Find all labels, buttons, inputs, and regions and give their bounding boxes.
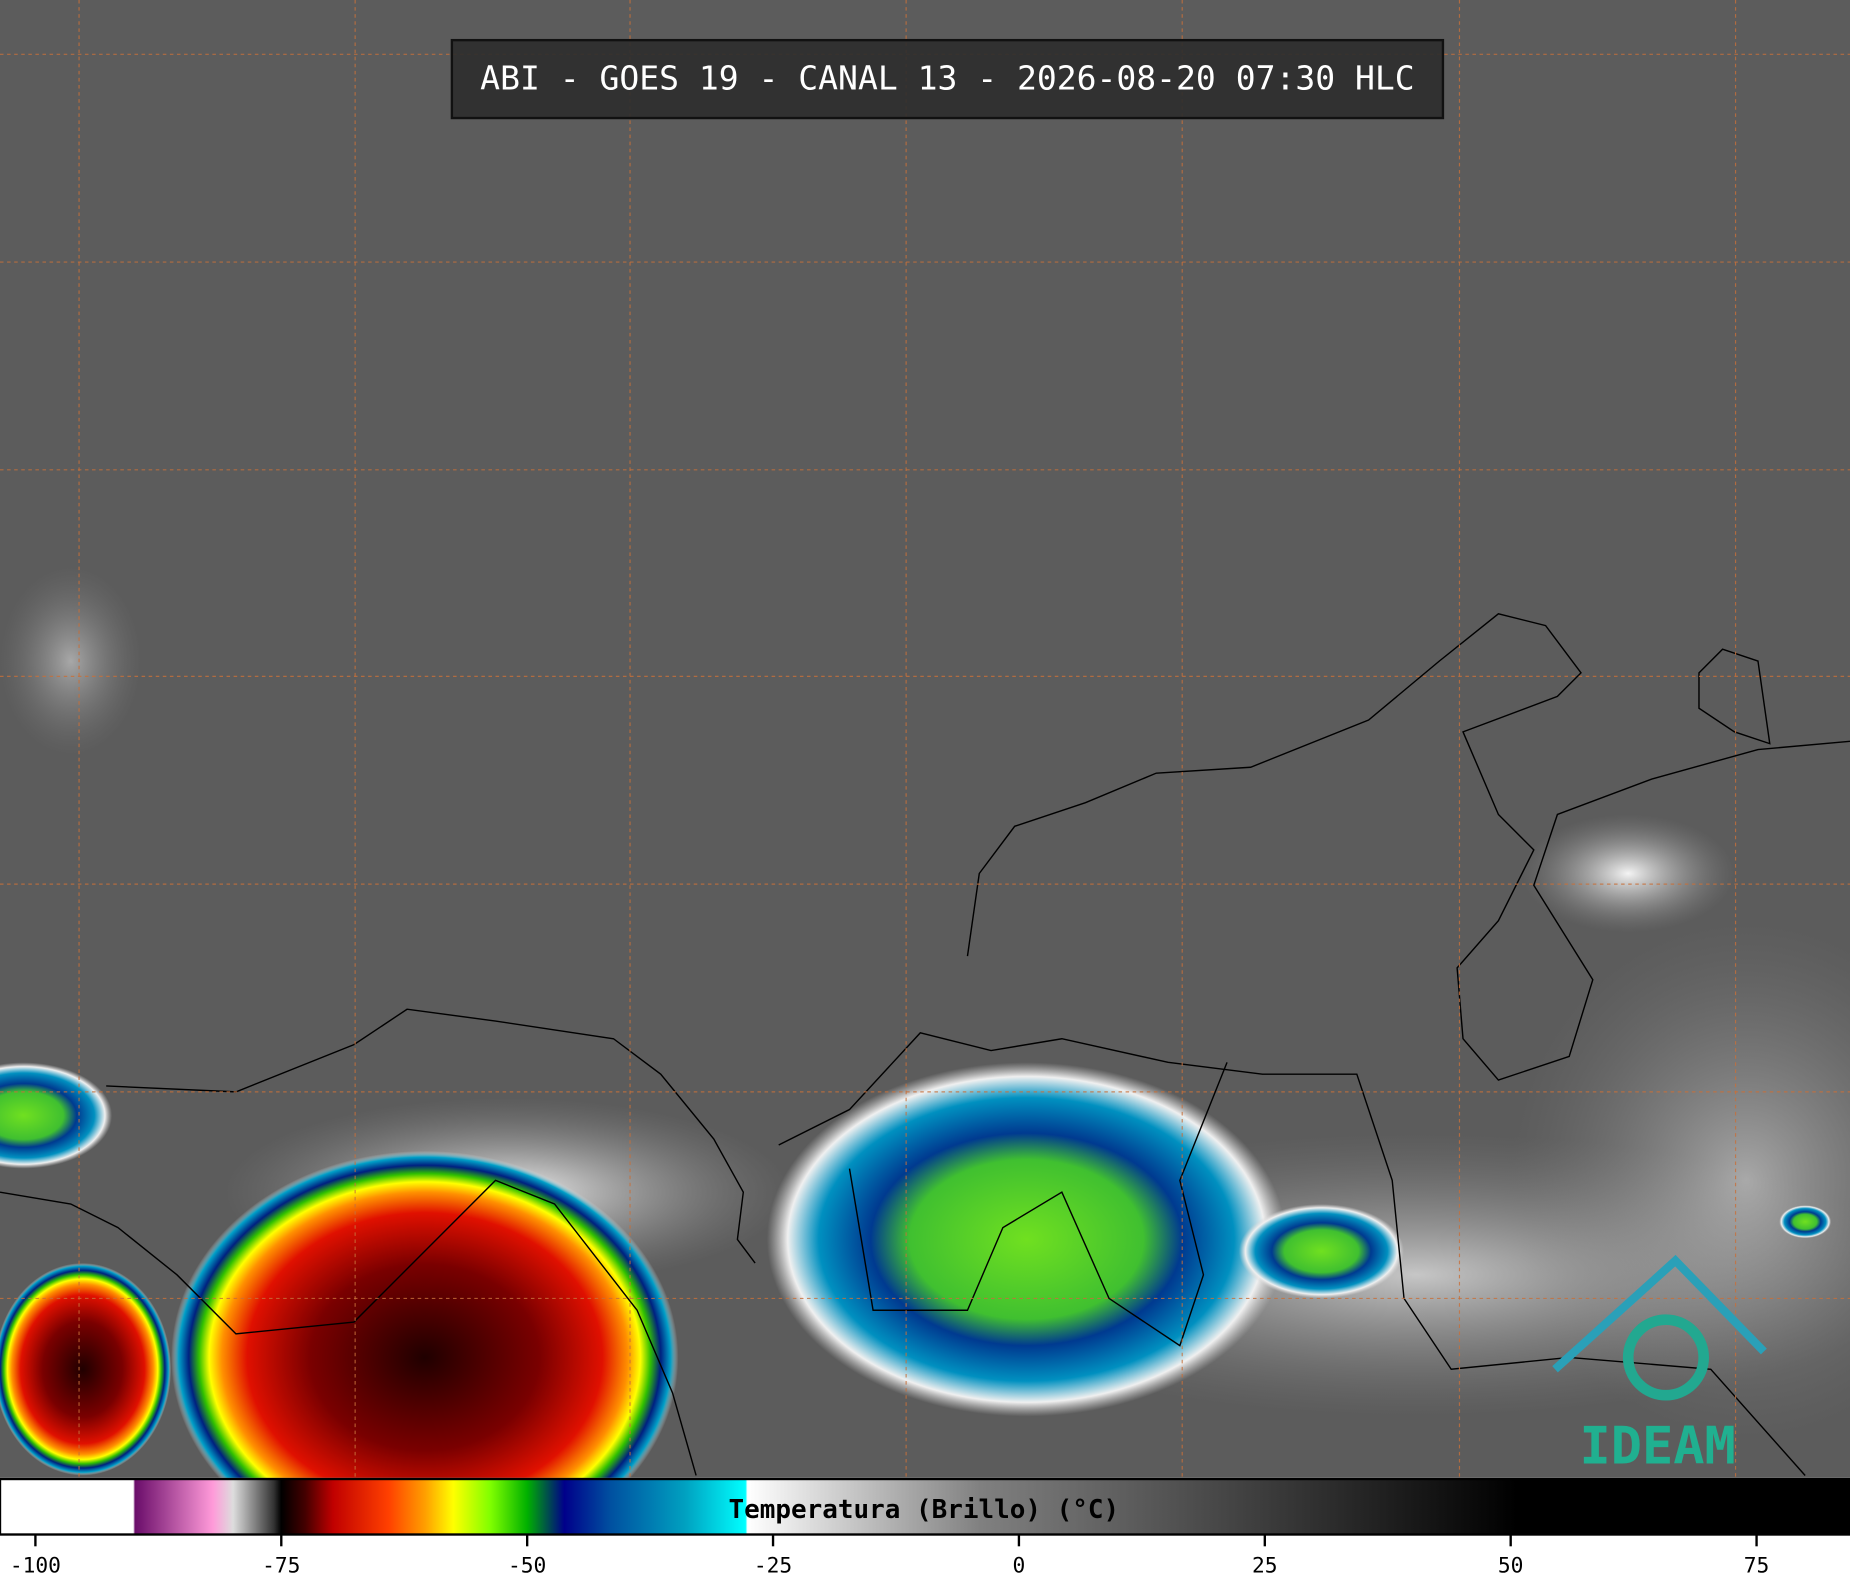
tick-label: 75 <box>1744 1553 1770 1577</box>
logo-roof <box>1552 1254 1767 1373</box>
logo-text: IDEAM <box>1580 1417 1736 1477</box>
colorbar <box>0 1477 1850 1536</box>
logo-swirl <box>1622 1314 1710 1401</box>
tick-label: -100 <box>10 1553 61 1577</box>
tick-label: 0 <box>1013 1553 1026 1577</box>
tick-label: -25 <box>754 1553 792 1577</box>
tick-label: 50 <box>1498 1553 1524 1577</box>
tick-label: -75 <box>262 1553 300 1577</box>
colorbar-ticks: -100 -75 -50 -25 0 25 50 75 <box>10 1534 1770 1577</box>
colorbar-label: Temperatura (Brillo) (°C) <box>729 1495 1120 1525</box>
logo: IDEAM <box>1552 1254 1767 1477</box>
tick-label: 25 <box>1252 1553 1278 1577</box>
title: ABI - GOES 19 - CANAL 13 - 2026-08-20 07… <box>480 59 1414 98</box>
coastlines <box>0 613 1850 1476</box>
graticule <box>0 0 1850 1478</box>
title-box <box>450 38 1445 120</box>
clouds <box>0 566 1850 1565</box>
tick-label: -50 <box>508 1553 546 1577</box>
